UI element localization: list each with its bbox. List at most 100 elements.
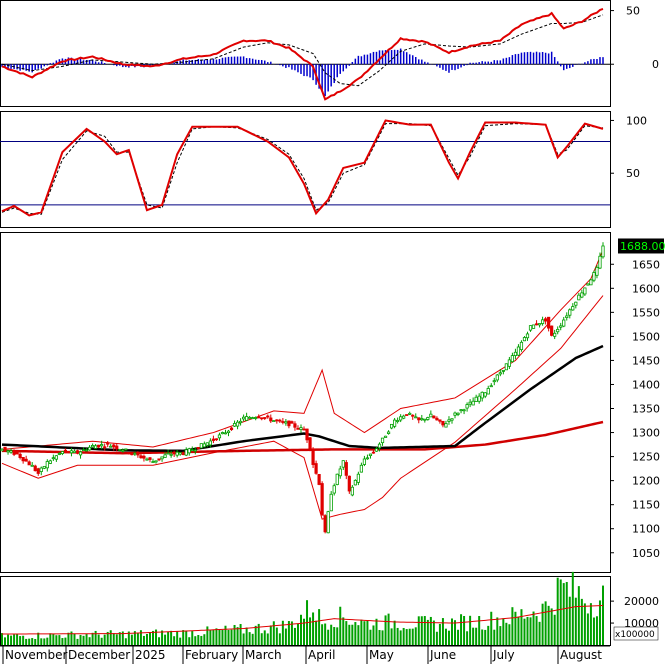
candle-body: [136, 452, 140, 456]
volume-bar: [571, 571, 574, 645]
volume-bar: [206, 626, 209, 645]
candle-body: [528, 325, 533, 331]
volume-bar: [275, 627, 278, 645]
candle-body: [27, 461, 31, 466]
volume-bar: [589, 603, 592, 645]
month-label: 2025: [135, 648, 166, 662]
candle-body: [389, 423, 394, 429]
volume-bar: [155, 629, 158, 645]
volume-bar: [541, 603, 544, 645]
volume-bar: [312, 612, 315, 645]
candle-body: [347, 475, 351, 492]
volume-bar: [43, 638, 46, 645]
candle-body: [287, 420, 291, 427]
volume-bar: [191, 631, 194, 645]
volume-bar: [145, 633, 148, 645]
volume-bar: [73, 633, 76, 645]
candle-body: [163, 454, 167, 458]
volume-panel: 20000 10000 x100000: [0, 571, 659, 646]
volume-bar: [450, 618, 453, 645]
candle-body: [33, 465, 37, 472]
macd-tick-50: 50: [626, 5, 640, 18]
candle-body: [396, 420, 400, 422]
volume-bar: [164, 634, 167, 645]
candle-body: [574, 301, 578, 306]
candle-body: [3, 446, 7, 451]
candle-body: [18, 453, 22, 458]
month-ticks: November December 2025 February March April Ma…: [2, 646, 602, 664]
volume-bar: [37, 632, 40, 645]
volume-bar: [230, 629, 233, 645]
candle-body: [106, 442, 110, 445]
candle-body: [172, 451, 176, 455]
price-tick-label: 1450: [632, 354, 660, 367]
volume-bar: [4, 637, 7, 645]
candle-body: [386, 431, 391, 434]
volume-bar: [269, 625, 272, 645]
volume-bar: [559, 579, 562, 645]
volume-bar: [176, 630, 179, 645]
sma-mid-line: [1, 344, 604, 453]
volume-bar: [432, 620, 435, 645]
candle-body: [323, 515, 327, 533]
candle-body: [87, 446, 92, 451]
candle-body: [559, 325, 563, 328]
volume-bar: [272, 621, 275, 645]
candle-body: [317, 474, 321, 485]
candle-body: [133, 452, 137, 455]
volume-bar: [321, 624, 324, 645]
volume-bar: [435, 631, 438, 645]
candle-body: [438, 419, 442, 422]
volume-bar: [517, 616, 520, 645]
candle-body: [166, 452, 170, 455]
month-label: June: [429, 648, 456, 662]
volume-bar: [487, 625, 490, 645]
candle-body: [525, 333, 530, 339]
candle-body: [263, 417, 267, 419]
price-tick-label: 1600: [632, 282, 660, 295]
macd-y-axis: 50 0: [610, 5, 659, 71]
candle-body: [341, 460, 345, 468]
volume-bar: [22, 635, 25, 645]
candle-body: [9, 450, 13, 453]
candle-body: [36, 468, 40, 474]
candle-body: [338, 468, 342, 477]
last-price-label: 1688.000: [620, 240, 666, 253]
volume-bar: [475, 627, 478, 645]
volume-bar: [112, 633, 115, 645]
candle-body: [157, 458, 161, 461]
candle-body: [217, 434, 222, 439]
volume-bar: [438, 623, 441, 645]
x-axis: November December 2025 February March April Ma…: [0, 645, 610, 664]
volume-bar: [339, 606, 342, 645]
volume-bar: [574, 597, 577, 645]
candle-body: [344, 462, 348, 476]
candle-body: [305, 428, 309, 441]
volume-bar: [76, 638, 79, 645]
volume-bar: [568, 596, 571, 645]
candle-body: [468, 401, 472, 405]
volume-bar: [411, 628, 414, 645]
volume-bar: [602, 585, 604, 645]
candle-body: [296, 427, 300, 430]
volume-bar: [299, 614, 302, 645]
volume-bar: [82, 635, 85, 645]
candle-body: [531, 324, 536, 329]
month-label: March: [245, 648, 282, 662]
volume-bar: [290, 621, 293, 645]
candle-body: [332, 485, 336, 494]
volume-bar: [233, 624, 236, 645]
candle-body: [507, 359, 511, 367]
candle-body: [459, 409, 463, 412]
candle-body: [568, 309, 572, 316]
volume-bar: [523, 618, 526, 645]
volume-bar: [514, 611, 517, 645]
volume-bar: [55, 635, 58, 645]
volume-bar: [52, 634, 55, 645]
candle-body: [54, 455, 58, 460]
candle-body: [66, 451, 71, 454]
candle-body: [362, 458, 367, 465]
macd-line: [1, 8, 604, 101]
volume-bar: [544, 601, 547, 645]
volume-bar: [103, 634, 106, 645]
